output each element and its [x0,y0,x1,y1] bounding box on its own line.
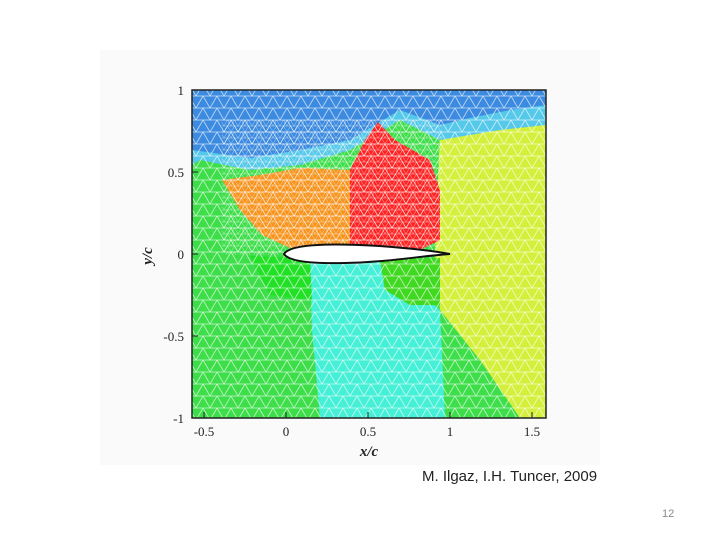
mesh-fine [222,120,442,255]
y-tick-label: 0 [178,247,185,262]
x-tick-label: 0 [283,424,290,439]
y-tick-label: 1 [178,83,185,98]
airfoil [282,243,451,265]
x-axis-label: x/c [359,444,379,460]
x-tick-label: -0.5 [194,424,215,439]
caption: M. Ilgaz, I.H. Tuncer, 2009 [422,468,598,485]
y-tick-label: 0.5 [168,165,184,180]
y-tick-label: -1 [173,411,184,426]
x-tick-label: 1.5 [524,424,540,439]
y-axis-label: y/c [140,247,156,267]
x-tick-label: 1 [447,424,454,439]
y-tick-label: -0.5 [163,329,184,344]
x-tick-label: 0.5 [360,424,376,439]
page-number: 12 [662,508,675,520]
partition-plot [192,90,546,418]
